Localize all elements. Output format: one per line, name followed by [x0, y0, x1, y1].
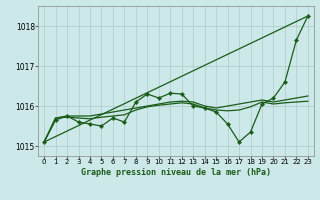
X-axis label: Graphe pression niveau de la mer (hPa): Graphe pression niveau de la mer (hPa) — [81, 168, 271, 177]
